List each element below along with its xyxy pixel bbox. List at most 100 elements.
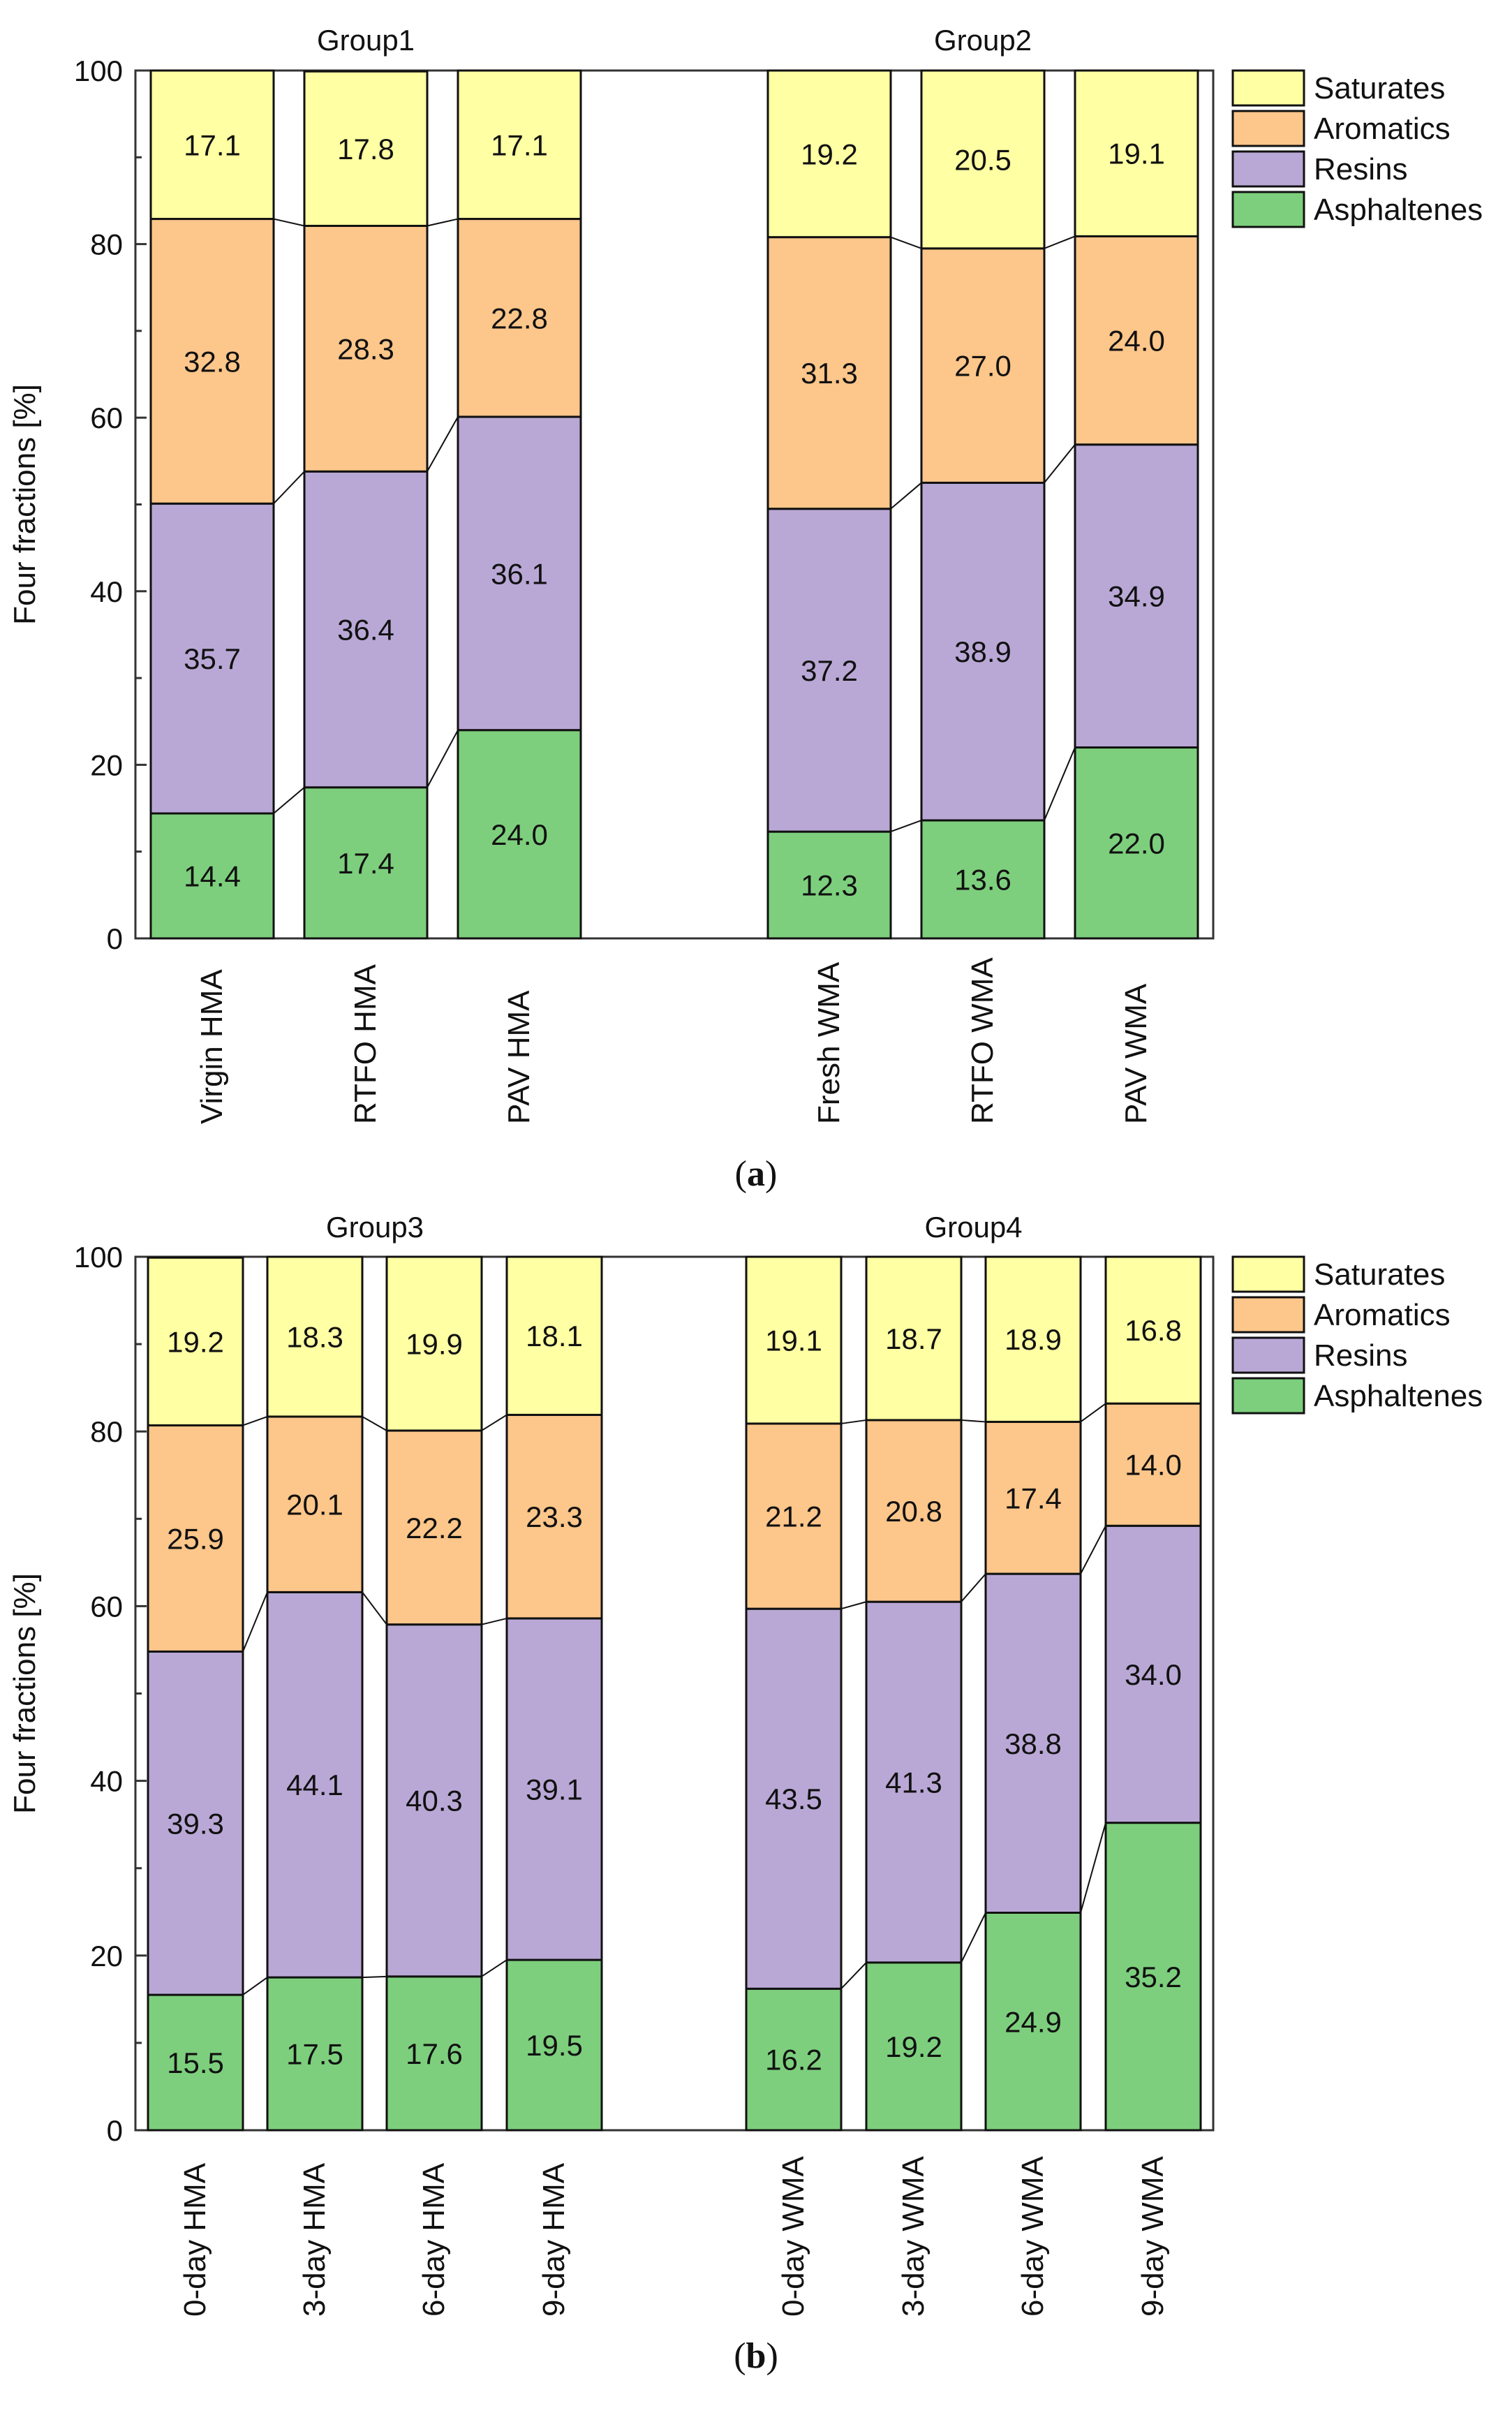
panel-a-connector-line (890, 482, 922, 510)
panel-b-bar-segment-asphaltenes (1104, 1822, 1202, 2132)
panel-b-bar-segment-saturates (1104, 1255, 1202, 1405)
panel-a-data-label-resins: 37.2 (801, 654, 858, 687)
panel-b-data-label-asphaltenes: 15.5 (167, 2046, 224, 2079)
panel-b-y-axis-label: Four fractions [%] (8, 1573, 42, 1814)
panel-b-data-label-saturates: 19.1 (765, 1324, 822, 1357)
panel-b-data-label-saturates: 19.9 (406, 1327, 463, 1360)
panel-a-bar-segment-asphaltenes (457, 729, 582, 940)
panel-a-bar-segment-aromatics (920, 247, 1046, 484)
panel-b-connector-line (362, 1591, 387, 1625)
panel-a-x-tick-label: PAV HMA (502, 990, 536, 1124)
panel-a-data-label-resins: 36.1 (491, 557, 548, 590)
panel-a-legend-label-aromatics: Aromatics (1314, 112, 1451, 146)
panel-a-connector-line (890, 820, 922, 833)
panel-a-data-label-saturates: 17.1 (184, 128, 241, 161)
panel-b-bar-segment-resins (865, 1600, 963, 1964)
caption-a: (a) (734, 1154, 778, 1194)
panel-a-bar-segment-saturates (920, 69, 1046, 250)
panel-a-connector-line (427, 416, 459, 472)
panel-a-bar-segment-asphaltenes (149, 812, 275, 940)
panel-a-bar-segment-asphaltenes (303, 786, 429, 940)
panel-a-legend-label-resins: Resins (1314, 152, 1408, 186)
panel-a-connector-line (427, 730, 459, 788)
panel-b-bar-segment-resins (745, 1607, 843, 1990)
panel-a-x-tick-label: PAV WMA (1119, 983, 1153, 1124)
panel-a-bar-segment-resins (1074, 443, 1199, 749)
panel-a-legend-label-saturates: Saturates (1314, 71, 1445, 105)
panel-a-data-label-saturates: 17.8 (337, 133, 394, 165)
panel-b-connector-line (961, 1419, 986, 1423)
panel-a-data-label-saturates: 20.5 (954, 143, 1011, 176)
panel-b-legend-swatch-saturates (1231, 1255, 1305, 1293)
panel-a-data-label-asphaltenes: 12.3 (801, 869, 858, 902)
panel-b-data-label-resins: 43.5 (765, 1783, 822, 1815)
panel-b-y-tick-label: 40 (90, 1765, 123, 1798)
panel-a-connector-line (273, 786, 305, 814)
panel-a-data-label-asphaltenes: 24.0 (491, 818, 548, 851)
panel-b-bar-segment-aromatics (385, 1429, 483, 1626)
panel-a-data-label-aromatics: 28.3 (337, 332, 394, 365)
panel-b-data-label-aromatics: 22.2 (406, 1512, 463, 1544)
panel-b-bar-segment-resins (147, 1650, 244, 1996)
caption-a-letter: a (747, 1154, 765, 1194)
panel-b-x-tick-label: 3-day HMA (297, 2162, 332, 2317)
panel-b-bar-segment-asphaltenes (984, 1912, 1082, 2132)
panel-b-connector-line (840, 1962, 867, 1990)
panel-a-x-tick-label: Virgin HMA (195, 969, 229, 1124)
panel-b-bar-segment-aromatics (865, 1419, 963, 1603)
panel-a-legend-label-asphaltenes: Asphaltenes (1314, 193, 1483, 227)
panel-b-data-label-aromatics: 14.0 (1125, 1449, 1182, 1482)
panel-b-data-label-asphaltenes: 19.2 (885, 2030, 942, 2063)
panel-b-connector-line (1080, 1403, 1106, 1423)
panel-b-data-label-resins: 34.0 (1125, 1658, 1182, 1691)
panel-b-x-tick-label: 3-day WMA (896, 2156, 931, 2317)
panel-b-legend-label-saturates: Saturates (1314, 1257, 1445, 1292)
panel-b-y-tick-label: 100 (74, 1241, 123, 1274)
panel-b-data-label-resins: 44.1 (286, 1769, 343, 1801)
panel-b-bar-segment-saturates (745, 1255, 843, 1425)
panel-a-bar-segment-asphaltenes (766, 830, 892, 940)
panel-a-connector-line (1044, 444, 1076, 484)
panel-a-connector-line (273, 218, 305, 227)
panel-b-group-title: Group4 (924, 1211, 1022, 1244)
panel-a-bar-segment-aromatics (1074, 235, 1199, 446)
panel-a-data-label-saturates: 19.1 (1108, 138, 1165, 170)
panel-b-data-label-asphaltenes: 35.2 (1125, 1961, 1182, 1993)
panel-b-data-label-saturates: 19.2 (167, 1325, 224, 1358)
panel-b-legend-label-resins: Resins (1314, 1338, 1408, 1373)
panel-a-data-label-resins: 36.4 (337, 613, 394, 646)
panel-b-connector-line (242, 1592, 268, 1652)
panel-b-bar-segment-saturates (385, 1255, 483, 1432)
panel-b-bar-segment-resins (1104, 1524, 1202, 1824)
panel-b-data-label-aromatics: 20.8 (885, 1495, 942, 1528)
panel-a-bar-segment-aromatics (457, 218, 582, 418)
panel-a-connector-line (1044, 747, 1076, 821)
panel-b-y-tick-label: 60 (90, 1590, 123, 1623)
panel-b-data-label-saturates: 18.9 (1005, 1323, 1062, 1356)
panel-b-data-label-aromatics: 20.1 (286, 1489, 343, 1521)
panel-a-legend-swatch-resins (1231, 150, 1305, 188)
panel-a-bar-segment-saturates (303, 70, 429, 227)
panel-a-group-title: Group1 (317, 24, 415, 57)
panel-b-data-label-resins: 39.3 (167, 1807, 224, 1840)
panel-b-x-tick-label: 6-day HMA (417, 2162, 451, 2317)
panel-b-bar-segment-asphaltenes (745, 1987, 843, 2132)
panel-b-connector-line (1080, 1525, 1106, 1574)
panel-b-data-label-saturates: 18.7 (885, 1322, 942, 1355)
panel-b-data-label-asphaltenes: 17.6 (406, 2037, 463, 2070)
panel-a-bar-segment-aromatics (149, 218, 275, 505)
panel-b-connector-line (961, 1573, 986, 1602)
panel-a-data-label-aromatics: 31.3 (801, 357, 858, 390)
panel-b-bar-segment-asphaltenes (266, 1976, 364, 2132)
panel-b-legend-swatch-aromatics (1231, 1296, 1305, 1334)
panel-a-legend-swatch-saturates (1231, 69, 1305, 107)
panel-b-x-tick-label: 0-day WMA (776, 2156, 810, 2317)
panel-b-data-label-resins: 40.3 (406, 1785, 463, 1817)
panel-a-data-label-resins: 34.9 (1108, 580, 1165, 613)
panel-b-x-tick-label: 0-day HMA (178, 2162, 212, 2317)
panel-a-connector-line (427, 218, 459, 227)
panel-a-bar-segment-resins (457, 415, 582, 732)
panel-a-data-label-aromatics: 32.8 (184, 345, 241, 378)
panel-a-data-label-resins: 35.7 (184, 642, 241, 675)
panel-b-data-label-aromatics: 23.3 (526, 1500, 583, 1533)
